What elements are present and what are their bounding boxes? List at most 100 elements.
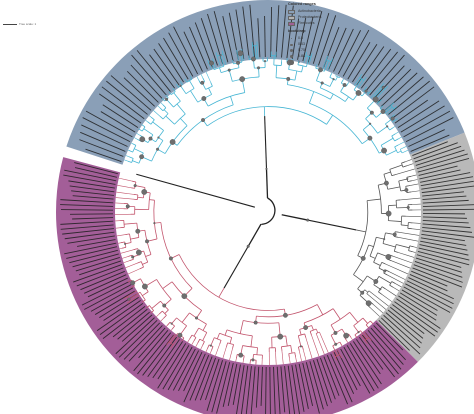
bootstrap-node	[360, 290, 365, 295]
leaf-branch	[370, 85, 382, 99]
branch-arc	[132, 145, 137, 153]
branch-arc	[148, 192, 151, 210]
leaf-label	[102, 306, 146, 339]
leaf-label	[96, 300, 141, 331]
leaf-label	[377, 68, 412, 103]
leaf-branch	[249, 359, 251, 364]
branch	[398, 178, 408, 182]
bootstrap-node	[165, 97, 169, 101]
leaf-label	[178, 350, 200, 392]
branch-arc	[298, 333, 305, 337]
bootstrap-node	[135, 228, 141, 234]
leaf-label	[346, 345, 375, 392]
leaf-branch	[168, 333, 176, 342]
leaf-label	[222, 362, 234, 408]
branch	[162, 281, 173, 289]
branch	[315, 328, 319, 333]
leaf-label	[414, 260, 463, 278]
leaf-branch	[406, 190, 420, 193]
leaf-branch	[400, 146, 407, 150]
leaf-label	[194, 22, 213, 68]
branch-arc	[139, 291, 146, 301]
leaf-branch	[215, 340, 222, 356]
leaf-label	[412, 141, 448, 156]
leaf-label	[84, 284, 132, 310]
leaf-label	[401, 289, 438, 311]
leaf-label	[337, 30, 362, 75]
leaf-label	[75, 257, 120, 272]
leaf-branch	[242, 355, 245, 363]
leaf-branch	[322, 59, 327, 70]
branch-arc	[198, 327, 207, 333]
branch	[316, 304, 324, 316]
leaf-label	[102, 104, 139, 128]
leaf-branch	[401, 159, 412, 164]
leaf-label	[157, 343, 187, 389]
leaf-branch	[123, 259, 134, 264]
leaf-label	[236, 365, 245, 414]
leaf-label	[422, 204, 474, 207]
bootstrap-node	[133, 184, 137, 188]
bootstrap-node	[201, 96, 207, 101]
leaf-label	[365, 51, 398, 92]
bootstrap-node	[257, 66, 261, 70]
branch	[128, 291, 141, 300]
branch-arc	[129, 233, 132, 243]
leaf-label	[153, 48, 180, 86]
leaf-branch	[407, 227, 421, 230]
bootstrap-node	[406, 205, 410, 209]
branch-arc	[123, 220, 125, 228]
branch	[193, 327, 200, 337]
leaf-label	[126, 70, 159, 103]
leaf-branch	[309, 331, 320, 357]
branch	[363, 77, 367, 81]
branch	[384, 106, 393, 114]
leaf-label	[123, 322, 161, 360]
branch	[149, 199, 155, 201]
branch	[130, 285, 135, 289]
leaf-label	[421, 230, 474, 238]
bootstrap-node	[372, 96, 379, 103]
leaf-branch	[147, 305, 150, 307]
leaf-label	[260, 366, 263, 406]
bootstrap-node	[369, 122, 372, 125]
leaf-label	[422, 208, 474, 211]
leaf-branch	[401, 215, 421, 217]
branch	[142, 291, 149, 296]
branch	[393, 106, 398, 110]
leaf-branch	[115, 202, 128, 204]
branch-arc	[156, 279, 172, 300]
leaf-label	[373, 325, 406, 361]
leaf-label	[416, 254, 462, 268]
leaf-branch	[235, 354, 238, 362]
leaf-label	[222, 16, 234, 62]
branch	[210, 337, 215, 346]
branch	[301, 65, 304, 73]
leaf-label	[74, 167, 118, 178]
leaf-branch	[200, 341, 205, 350]
bootstrap-node	[343, 332, 349, 339]
bootstrap-node	[365, 300, 372, 307]
branch	[220, 54, 225, 67]
branch-arc	[153, 200, 158, 240]
bootstrap-node	[334, 342, 338, 346]
branch	[305, 56, 310, 67]
leaf-label	[101, 86, 145, 120]
branch-arc	[357, 200, 369, 256]
bootstrap-node	[131, 255, 135, 259]
bootstrap-node	[392, 232, 397, 237]
branch	[215, 52, 218, 57]
leaf-branch	[143, 299, 146, 302]
bootstrap-dot-icon	[290, 43, 293, 46]
leaf-label	[378, 320, 410, 351]
legend-label: Proteobacteria	[298, 15, 322, 19]
leaf-label	[67, 235, 115, 244]
leaf-label	[157, 341, 184, 380]
range-firmicutes	[56, 157, 418, 414]
branch	[127, 279, 132, 283]
leaf-label	[312, 12, 330, 64]
branch	[124, 222, 137, 225]
leaf-label	[103, 296, 139, 321]
leaf-label	[80, 131, 126, 152]
